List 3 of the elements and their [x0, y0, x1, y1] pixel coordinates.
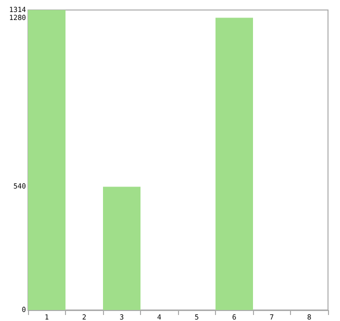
bar — [216, 18, 253, 310]
bar — [28, 10, 66, 310]
bar — [103, 186, 140, 310]
